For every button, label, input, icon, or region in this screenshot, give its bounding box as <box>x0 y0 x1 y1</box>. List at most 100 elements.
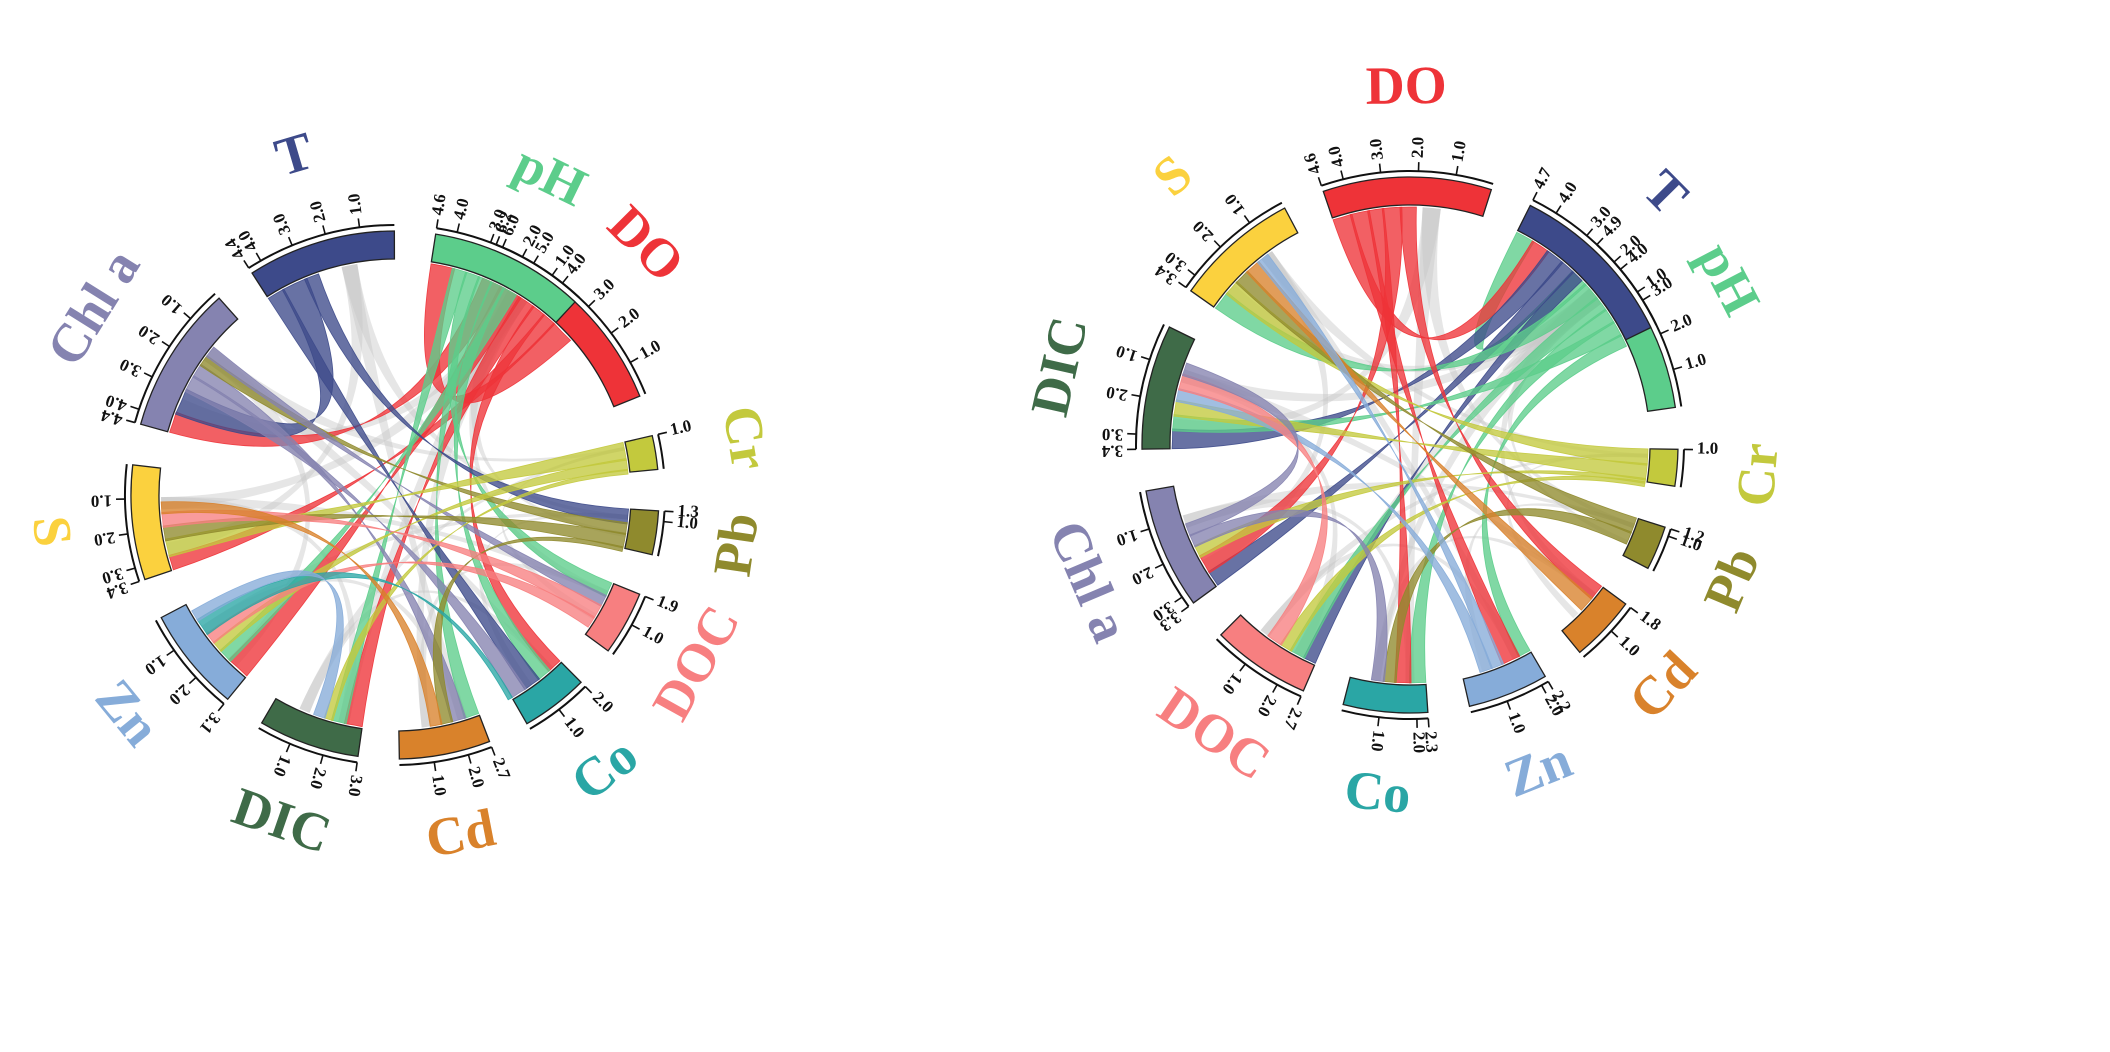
segment-band-t <box>251 230 396 298</box>
axis-t <box>1532 199 1658 326</box>
axis-pb <box>1652 528 1672 572</box>
segment-cd: 1.01.8Cd <box>1561 586 1708 731</box>
tick-mark <box>664 510 674 513</box>
segment-band-cr <box>624 434 659 473</box>
axis-s <box>1185 201 1283 288</box>
tick-mark <box>1243 215 1251 224</box>
tick-mark <box>319 754 324 765</box>
tick-mark <box>126 419 136 424</box>
segment-band-zn <box>1462 651 1547 708</box>
tick-label: 2.7 <box>1280 705 1306 733</box>
tick-label: 1.0 <box>1114 341 1140 366</box>
tick-label: 1.0 <box>1221 190 1249 218</box>
tick-mark <box>1619 263 1628 271</box>
tick-mark <box>285 743 291 753</box>
tick-label: 2.0 <box>135 321 163 349</box>
tick-mark <box>161 340 170 348</box>
axis-zn <box>155 619 225 705</box>
tick-mark <box>532 255 539 264</box>
tick-label: 2.0 <box>1189 217 1217 245</box>
tick-label: 3.0 <box>345 774 367 798</box>
tick-label: 1.0 <box>636 336 664 363</box>
tick-label: 2.0 <box>1409 732 1429 754</box>
tick-mark <box>663 520 673 524</box>
tick-mark <box>287 236 293 246</box>
segment-band-cd <box>398 714 491 760</box>
tick-mark <box>322 225 326 235</box>
segment-label-t: T <box>268 120 320 188</box>
segment-band-chla <box>1145 485 1218 604</box>
tick-label: 1.0 <box>344 192 366 216</box>
axis-dic <box>258 727 358 764</box>
tick-label: 4.0 <box>449 196 472 221</box>
segment-label-do: DO <box>1365 55 1447 116</box>
tick-label: 1.0 <box>91 491 113 510</box>
tick-mark <box>521 248 528 258</box>
tick-mark <box>467 754 472 764</box>
tick-mark <box>1673 366 1683 371</box>
segment-band-t <box>1516 204 1652 341</box>
tick-mark <box>1187 269 1196 276</box>
tick-mark <box>495 236 501 245</box>
tick-mark <box>456 223 461 233</box>
segment-cr: 1.0 Cr <box>1646 439 1790 509</box>
tick-mark <box>561 275 569 284</box>
colored-chords <box>1171 206 1649 684</box>
segment-band-cd <box>1561 586 1627 654</box>
tick-label: 1.0 <box>157 290 186 318</box>
tick-mark <box>1378 163 1382 173</box>
tick-mark <box>501 238 507 248</box>
tick-mark <box>183 312 192 320</box>
tick-mark <box>126 567 136 572</box>
axis-dic <box>1135 323 1165 450</box>
axis-t <box>248 224 395 269</box>
segment-label-cd: Cd <box>421 797 500 869</box>
segment-dic: 1.0 2.0 3.03.4 DIC <box>1019 312 1196 461</box>
segment-label-s: S <box>1141 143 1203 208</box>
tick-label: 4.6 <box>1300 151 1325 177</box>
tick-mark <box>130 405 140 410</box>
tick-mark <box>255 252 262 262</box>
tick-label: 2.0 <box>464 764 488 790</box>
chord-links <box>160 263 630 728</box>
axis-doc <box>612 596 647 655</box>
segment-band-s <box>130 464 173 581</box>
tick-mark <box>551 267 558 276</box>
tick-label: 1.0 <box>1683 349 1709 373</box>
axis-chla <box>1139 491 1190 608</box>
segment-band-zn <box>160 603 247 701</box>
tick-mark <box>629 357 639 364</box>
tick-label: 2.3 <box>1421 731 1441 753</box>
tick-label: 4.7 <box>1529 164 1556 192</box>
tick-label: 3.1 <box>196 709 224 737</box>
tick-mark <box>1317 176 1323 186</box>
axis-co <box>1341 709 1429 720</box>
tick-label: 1.0 <box>269 753 295 780</box>
tick-mark <box>357 218 361 228</box>
segment-band-chla <box>139 297 239 433</box>
tick-mark <box>1239 663 1246 672</box>
background-chord <box>341 264 629 520</box>
tick-label: 1.0 <box>1114 525 1140 550</box>
segment-cd: 1.0 2.0 2.7 Cd <box>398 714 514 869</box>
tick-mark <box>1377 717 1380 727</box>
tick-label: 1.0 <box>428 773 450 797</box>
segment-band-do <box>1322 176 1493 219</box>
tick-label: 1.0 <box>1697 439 1719 458</box>
tick-mark <box>1140 528 1150 533</box>
segment-label-doc: DOC <box>1148 675 1281 792</box>
background-chord <box>203 347 625 462</box>
tick-label: 3.0 <box>1366 138 1387 161</box>
tick-label: 2.0 <box>93 528 117 550</box>
tick-mark <box>435 219 439 229</box>
segment-label-t: T <box>1632 158 1700 226</box>
segment-label-ph: pH <box>505 132 596 217</box>
colored-chords <box>160 263 630 728</box>
tick-mark <box>130 580 140 586</box>
background-chord <box>416 290 528 728</box>
axis-s <box>124 464 141 582</box>
tick-label: 3.0 <box>269 211 295 238</box>
tick-mark <box>490 746 496 756</box>
tick-mark <box>1642 294 1651 301</box>
